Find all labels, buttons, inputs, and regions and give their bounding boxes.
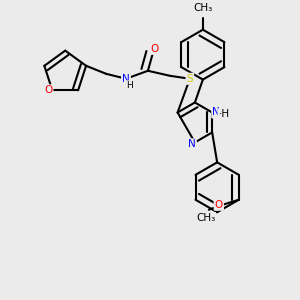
Text: S: S <box>187 74 193 84</box>
Text: ·H: ·H <box>219 110 230 119</box>
Text: H: H <box>127 81 133 90</box>
Text: CH₃: CH₃ <box>196 213 215 223</box>
Text: N: N <box>188 140 196 149</box>
Text: O: O <box>215 200 223 210</box>
Text: N: N <box>122 74 130 84</box>
Text: CH₃: CH₃ <box>193 3 212 13</box>
Text: O: O <box>44 85 52 95</box>
Text: N: N <box>212 107 220 118</box>
Text: O: O <box>151 44 159 54</box>
